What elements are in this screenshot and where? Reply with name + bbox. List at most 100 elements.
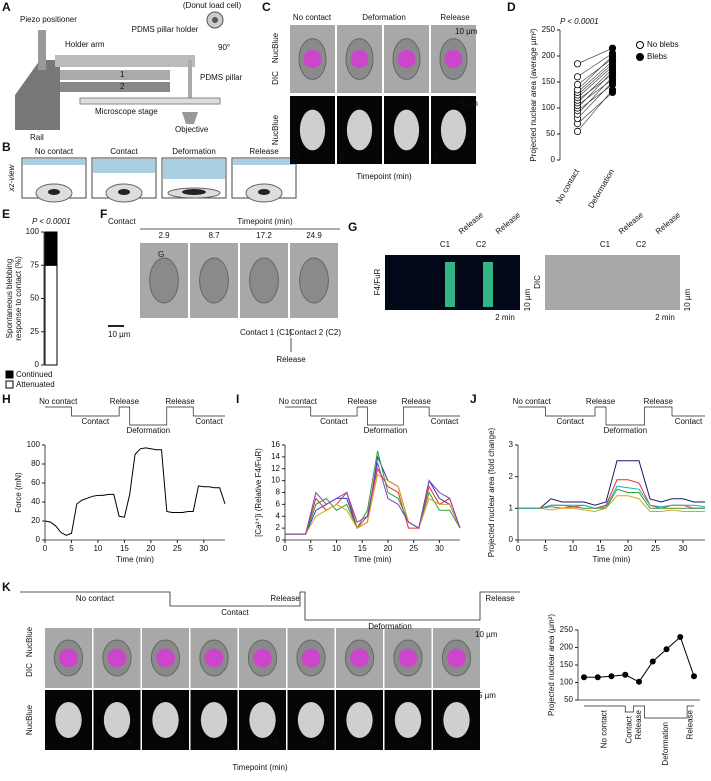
y-tick-label: 50 bbox=[30, 294, 39, 303]
pair-line bbox=[577, 66, 613, 98]
step-label: No contact bbox=[35, 147, 74, 156]
annotation: P < 0.0001 bbox=[560, 17, 599, 26]
step-label: Contact bbox=[82, 417, 110, 426]
y-tick-label: 14 bbox=[271, 452, 280, 461]
marker bbox=[581, 674, 587, 681]
pair-line bbox=[577, 84, 613, 111]
pair-line bbox=[577, 53, 613, 78]
pair-line bbox=[577, 76, 613, 115]
panel-letter: F bbox=[100, 207, 107, 221]
x-tick-label: 0 bbox=[283, 544, 288, 553]
signal bbox=[483, 262, 493, 307]
step-label: Contact bbox=[624, 715, 633, 743]
nucblue-stain bbox=[59, 648, 78, 668]
y-tick-label: 150 bbox=[542, 77, 556, 86]
protocol-trace bbox=[20, 591, 520, 621]
scale-label: 5 µm bbox=[478, 691, 496, 700]
y-tick-label: 12 bbox=[271, 464, 280, 473]
schematic-label: 90° bbox=[218, 43, 230, 52]
nucblue-stain bbox=[350, 50, 369, 68]
x-tick-label: 25 bbox=[651, 544, 660, 553]
channel-label: NucBlue bbox=[25, 704, 34, 735]
legend-marker bbox=[5, 370, 14, 379]
y-tick-label: 25 bbox=[30, 327, 39, 336]
timepoint: 5' bbox=[128, 739, 134, 748]
channel-label: DIC bbox=[533, 275, 542, 289]
protocol-trace bbox=[584, 705, 694, 719]
nucblue-stain bbox=[156, 648, 175, 668]
step-label: Deformation bbox=[126, 426, 170, 435]
data-line bbox=[518, 485, 706, 509]
nucleus-image bbox=[299, 109, 326, 151]
data-line bbox=[285, 450, 461, 535]
nucleus-image bbox=[55, 702, 82, 738]
x-tick-label: 0 bbox=[516, 544, 521, 553]
nucblue-stain bbox=[444, 50, 463, 68]
y-tick-label: 0 bbox=[36, 535, 41, 544]
x-tick-label: 5 bbox=[69, 544, 74, 553]
x-axis-label: Time (min) bbox=[116, 555, 154, 564]
nucblue-stain bbox=[107, 648, 127, 668]
pair-line bbox=[577, 68, 613, 104]
timepoint: 7' bbox=[176, 739, 182, 748]
view-label: xz-view bbox=[7, 163, 16, 192]
scale-label: 2 min bbox=[495, 313, 515, 322]
data-line bbox=[518, 495, 705, 513]
x-tick-label: 15 bbox=[120, 544, 129, 553]
nucleus-image bbox=[346, 702, 373, 738]
bar-segment bbox=[44, 264, 58, 366]
step-label: No contact bbox=[293, 13, 332, 22]
y-tick-label: 50 bbox=[546, 129, 555, 138]
annotation: P < 0.0001 bbox=[32, 217, 71, 226]
cell-image bbox=[149, 257, 179, 304]
bar-segment bbox=[44, 231, 58, 266]
schematic-label: PDMS pillar bbox=[200, 73, 243, 82]
header-label: Timepoint (min) bbox=[237, 217, 293, 226]
step-label: Contact bbox=[221, 608, 249, 617]
x-tick-label: 20 bbox=[383, 544, 392, 553]
contact-label: Contact 1 (C1) bbox=[240, 328, 292, 337]
step-label: Deformation bbox=[362, 13, 406, 22]
step-label: Release bbox=[634, 709, 643, 739]
channel-label: DIC bbox=[25, 663, 34, 677]
y-axis-label: Spontaneous blebbing bbox=[5, 259, 14, 339]
y-tick-label: 0 bbox=[35, 360, 40, 369]
protocol-mark: Release bbox=[617, 210, 646, 236]
data-line bbox=[518, 460, 705, 509]
schematic-label: Microscope stage bbox=[95, 107, 158, 116]
x-axis-label: Time (min) bbox=[593, 555, 631, 564]
pair-line bbox=[577, 73, 613, 101]
y-tick-label: 6 bbox=[276, 499, 281, 508]
pair-line bbox=[577, 79, 613, 106]
y-tick-label: 0 bbox=[509, 535, 514, 544]
channel-label: F4/FuR bbox=[373, 268, 382, 295]
legend-marker bbox=[636, 41, 644, 49]
panel-letter: G bbox=[348, 220, 357, 234]
cell-image bbox=[249, 257, 279, 304]
panel-letter: H bbox=[2, 392, 11, 406]
x-tick-label: 10 bbox=[93, 544, 102, 553]
protocol-trace bbox=[518, 406, 705, 426]
nucblue-stain bbox=[301, 648, 321, 668]
timepoint: 7' bbox=[387, 153, 393, 162]
schematic-label: Piezo positioner bbox=[20, 15, 77, 24]
pair-line bbox=[577, 58, 613, 85]
timepoint: 16' bbox=[317, 739, 328, 748]
step-label: No contact bbox=[600, 709, 609, 748]
y-tick-label: 3 bbox=[509, 440, 514, 449]
schematic-label: Objective bbox=[175, 125, 209, 134]
schematic-label: (Donut load cell) bbox=[183, 1, 242, 10]
step-label: Deformation bbox=[661, 722, 670, 766]
legend-label: Attenuated bbox=[16, 380, 55, 389]
dot bbox=[573, 73, 582, 81]
step-label: Deformation bbox=[172, 147, 216, 156]
x-tick-label: 30 bbox=[679, 544, 688, 553]
y-axis-label: [Ca²⁺]i (Relative F4/FuR) bbox=[254, 448, 263, 537]
y-axis-label: response to contact (%) bbox=[14, 256, 23, 341]
protocol-mark: Release bbox=[457, 210, 486, 236]
timepoint: 0' bbox=[293, 153, 299, 162]
x-tick-label: Deformation bbox=[586, 168, 616, 210]
protocol-mark: C1 bbox=[600, 240, 611, 249]
nucblue-stain bbox=[303, 50, 322, 68]
release-label: Release bbox=[276, 355, 306, 364]
